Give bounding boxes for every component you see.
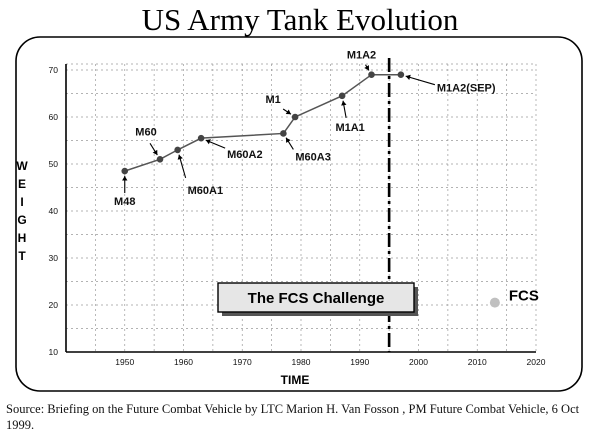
y-tick-label: 70 [49,65,59,75]
chart-frame [15,36,583,392]
chart-svg: 1950 1960 1970 1980 1990 2000 2010 2020 10 20 30 40… [15,36,583,392]
label-arrow [405,75,436,86]
chart-title: US Army Tank Evolution [141,2,459,37]
x-tick-label: 1950 [115,357,134,367]
y-axis-label-letter: E [18,177,26,191]
fcs-label: FCS [509,288,539,305]
data-point [156,156,164,163]
point-label: M1A1 [335,122,364,134]
label-arrowhead [405,74,411,80]
x-tick-label: 1960 [174,357,193,367]
chart-frame-border [15,36,583,392]
tick-labels: 1950 1960 1970 1980 1990 2000 2010 2020 10 20 30 40… [49,65,546,367]
label-arrowhead [122,176,128,181]
y-tick-label: 10 [49,347,59,357]
y-tick-label: 40 [49,206,59,216]
label-arrowhead [152,149,158,156]
data-point [121,167,129,175]
point-label: M1 [265,94,280,106]
data-point [291,113,299,121]
fcs-point [489,297,500,308]
point-label: M60A1 [188,185,223,197]
axes [65,64,536,353]
y-tick-label: 20 [49,300,59,310]
x-tick-label: 2020 [527,357,546,367]
callout-text: The FCS Challenge [248,290,385,307]
y-axis-label-letter: T [18,249,26,263]
point-label: M1A2 [347,50,376,62]
point-label: M60A3 [295,151,330,163]
x-tick-label: 2000 [409,357,428,367]
label-arrowhead [205,139,211,145]
label-arrowhead [285,109,291,115]
data-point [397,71,405,78]
x-tick-label: 1970 [233,357,252,367]
source-note: Source: Briefing on the Future Combat Ve… [6,402,580,432]
label-arrowhead [286,137,291,143]
point-label: M60A2 [227,149,262,161]
y-axis-label-letter: H [18,231,27,245]
data-point [280,130,287,137]
y-axis-label-letter: G [17,213,26,227]
y-tick-label: 50 [49,159,59,169]
y-axis-label-letter: I [20,195,23,209]
x-axis-label: TIME [281,373,310,387]
x-tick-label: 2010 [468,357,487,367]
point-label: M1A2(SEP) [437,83,496,95]
label-arrowhead [364,65,369,71]
axis-labels: TIME W E I G H T [16,159,309,387]
callout: The FCS Challenge [217,282,418,316]
callout-box [217,282,415,313]
point-label: M60 [135,126,156,138]
x-tick-label: 1980 [292,357,311,367]
data-point [338,92,346,100]
data-point [174,146,181,154]
point-labels: FCS M48 M60 M60A1 M60A2 M60A3 M1 M1A1 M1A2 M1A2(S… [114,50,539,305]
point-label: M48 [114,196,135,208]
series [121,71,500,308]
data-point [368,71,375,78]
y-axis-label-letter: W [16,159,28,173]
y-tick-label: 30 [49,253,59,263]
label-arrowhead [177,154,183,160]
data-point [197,134,205,142]
x-tick-label: 1990 [350,357,369,367]
label-arrowhead [341,100,347,106]
y-tick-label: 60 [49,112,59,122]
